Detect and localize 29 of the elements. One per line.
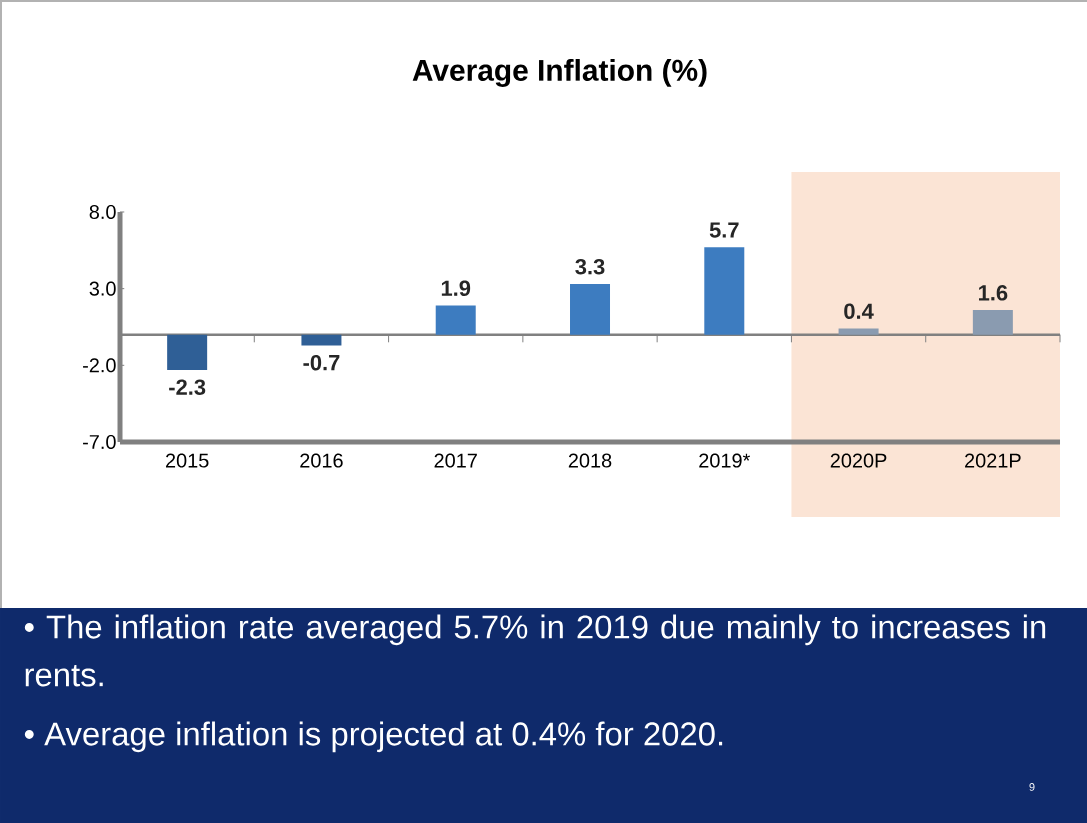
y-tick-label: 8.0 bbox=[89, 204, 116, 220]
bar bbox=[167, 334, 208, 370]
data-label: -0.7 bbox=[303, 354, 340, 371]
data-label: 1.9 bbox=[441, 280, 471, 296]
bar bbox=[435, 305, 476, 335]
x-tick-label: 2018 bbox=[568, 453, 612, 468]
data-label: 5.7 bbox=[709, 222, 739, 238]
x-tick-label: 2021P bbox=[965, 453, 1021, 468]
data-label: -2.3 bbox=[169, 379, 206, 395]
x-tick-label: 2019* bbox=[699, 453, 751, 468]
text: • Average inflation is projected at 0.4% for 2020. bbox=[24, 721, 723, 753]
data-label: 1.6 bbox=[979, 285, 1008, 301]
data-label: 3.3 bbox=[575, 258, 605, 275]
bar bbox=[301, 334, 342, 346]
text: • The inflation rate averaged 5.7% in 2019 due mainly to increases in rents. bbox=[24, 614, 1046, 687]
y-tick-label: -2.0 bbox=[83, 358, 116, 373]
y-tick-label: -7.0 bbox=[83, 434, 116, 450]
x-tick-label: 2020P bbox=[830, 453, 887, 468]
bar bbox=[972, 310, 1013, 335]
data-label: 0.4 bbox=[844, 303, 874, 319]
bar bbox=[704, 247, 745, 335]
x-tick-label: 2017 bbox=[434, 453, 477, 468]
text: 9 bbox=[1029, 783, 1035, 791]
x-tick-label: 2015 bbox=[165, 453, 209, 468]
bar bbox=[570, 284, 611, 335]
x-tick-label: 2016 bbox=[300, 453, 343, 468]
chart-title: Average Inflation (%) bbox=[412, 58, 707, 87]
bar bbox=[838, 328, 879, 335]
y-tick-label: 3.0 bbox=[89, 281, 116, 296]
